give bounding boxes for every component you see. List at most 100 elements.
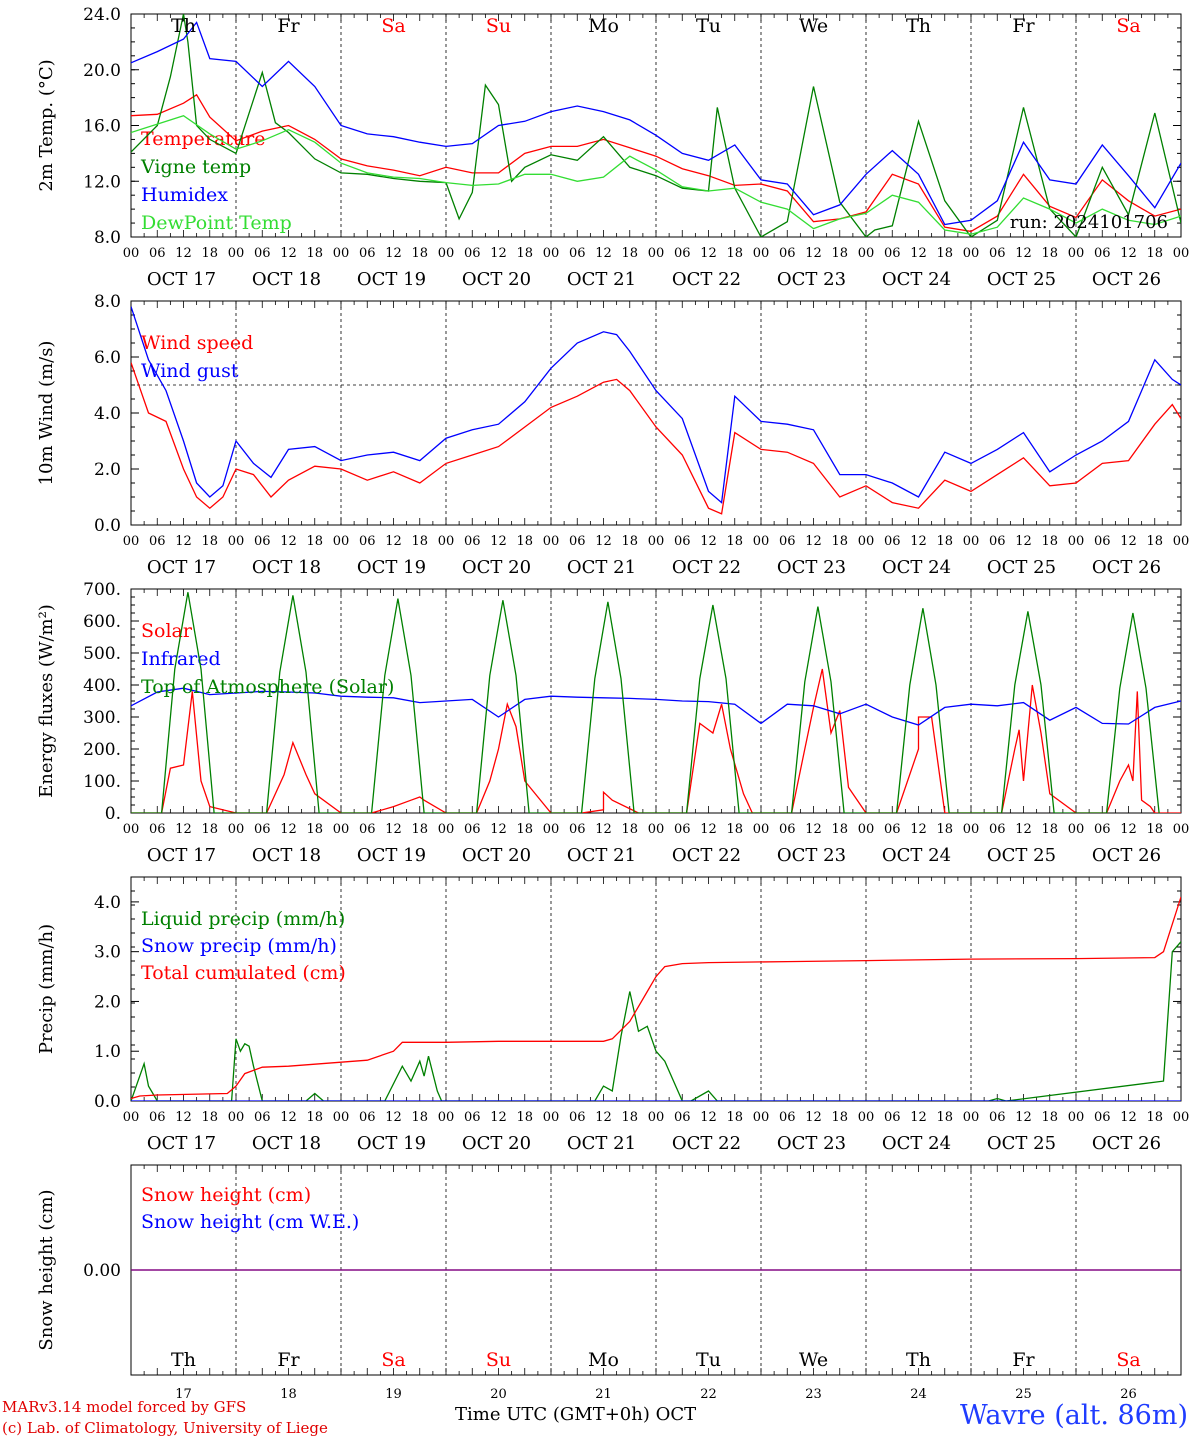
hour-tick-label: 12 xyxy=(175,246,192,261)
hour-tick-label: 06 xyxy=(254,822,271,837)
y-tick-label: 12.0 xyxy=(83,172,121,192)
hour-tick-label: 06 xyxy=(254,1110,271,1125)
day-number-label: 21 xyxy=(595,1387,612,1402)
hour-tick-label: 18 xyxy=(306,1110,323,1125)
y-tick-label: 500. xyxy=(83,644,121,664)
hour-tick-label: 00 xyxy=(753,534,770,549)
hour-tick-label: 18 xyxy=(1146,1110,1163,1125)
day-number-label: 22 xyxy=(700,1387,717,1402)
weekday-label: Tu xyxy=(696,15,721,37)
hour-tick-label: 00 xyxy=(123,822,140,837)
hour-tick-label: 00 xyxy=(438,534,455,549)
day-number-label: 17 xyxy=(175,1387,192,1402)
date-label: OCT 22 xyxy=(672,1133,741,1154)
hour-tick-label: 12 xyxy=(700,822,717,837)
hour-tick-label: 06 xyxy=(674,822,691,837)
series-line-wind-speed xyxy=(131,362,1181,515)
hour-tick-label: 12 xyxy=(280,534,297,549)
hour-tick-label: 06 xyxy=(674,1110,691,1125)
date-label: OCT 18 xyxy=(252,1133,321,1154)
weekday-label: Sa xyxy=(381,15,405,37)
date-label: OCT 21 xyxy=(567,557,636,578)
legend-entry: Temperature xyxy=(141,128,265,150)
hour-tick-label: 18 xyxy=(411,1110,428,1125)
hour-tick-label: 00 xyxy=(1068,534,1085,549)
day-number-label: 19 xyxy=(385,1387,402,1402)
date-label: OCT 20 xyxy=(462,845,531,866)
date-label: OCT 22 xyxy=(672,845,741,866)
hour-tick-label: 06 xyxy=(989,534,1006,549)
hour-tick-label: 06 xyxy=(149,1110,166,1125)
y-tick-label: 6.0 xyxy=(94,348,121,368)
y-axis-label: 10m Wind (m/s) xyxy=(36,341,57,486)
series-line-liquid-precip-mm-h- xyxy=(131,941,1181,1101)
day-number-label: 26 xyxy=(1120,1387,1137,1402)
run-label: run: 2024101706 xyxy=(1010,212,1168,233)
legend-entry: Snow precip (mm/h) xyxy=(141,935,337,957)
hour-tick-label: 00 xyxy=(333,246,350,261)
hour-tick-label: 00 xyxy=(228,534,245,549)
hour-tick-label: 18 xyxy=(201,1110,218,1125)
hour-tick-label: 06 xyxy=(1094,1110,1111,1125)
date-label: OCT 19 xyxy=(357,269,426,290)
hour-tick-label: 06 xyxy=(884,1110,901,1125)
hour-tick-label: 18 xyxy=(516,534,533,549)
plot-frame xyxy=(130,300,1182,526)
hour-tick-label: 00 xyxy=(963,534,980,549)
date-label: OCT 23 xyxy=(777,845,846,866)
hour-tick-label: 00 xyxy=(858,534,875,549)
date-label: OCT 20 xyxy=(462,557,531,578)
day-number-label: 18 xyxy=(280,1387,297,1402)
y-axis-label: 2m Temp. (°C) xyxy=(36,59,57,191)
hour-tick-label: 18 xyxy=(201,822,218,837)
hour-tick-label: 12 xyxy=(385,1110,402,1125)
date-label: OCT 19 xyxy=(357,845,426,866)
y-tick-label: 200. xyxy=(83,740,121,760)
hour-tick-label: 06 xyxy=(254,246,271,261)
series-line-humidex xyxy=(131,21,1181,226)
hour-tick-label: 00 xyxy=(963,246,980,261)
weekday-label: Su xyxy=(486,15,511,37)
weekday-label: Sa xyxy=(1116,15,1140,37)
hour-tick-label: 06 xyxy=(464,246,481,261)
series-line-solar xyxy=(131,668,1181,813)
hour-tick-label: 18 xyxy=(936,822,953,837)
y-tick-label: 0.00 xyxy=(83,1261,121,1281)
weekday-label: Th xyxy=(171,1349,196,1371)
hour-tick-label: 00 xyxy=(648,1110,665,1125)
day-number-label: 24 xyxy=(910,1387,927,1402)
day-number-label: 20 xyxy=(490,1387,507,1402)
date-label: OCT 24 xyxy=(882,557,951,578)
hour-tick-label: 18 xyxy=(201,246,218,261)
hour-tick-label: 18 xyxy=(621,1110,638,1125)
hour-tick-label: 18 xyxy=(411,534,428,549)
y-axis-label: Precip (mm/h) xyxy=(36,924,57,1054)
date-label: OCT 24 xyxy=(882,845,951,866)
legend-entry: Wind speed xyxy=(141,332,253,354)
hour-tick-label: 06 xyxy=(149,822,166,837)
panel-2: 0.0 2.0 4.0 6.0 8.0 10m Wind (m/s) Wind speed W… xyxy=(36,292,1189,578)
series-line-dewpoint-temp xyxy=(131,114,1181,235)
hour-tick-label: 18 xyxy=(1041,822,1058,837)
hour-tick-label: 18 xyxy=(1146,822,1163,837)
hour-tick-label: 06 xyxy=(989,822,1006,837)
hour-tick-label: 06 xyxy=(884,246,901,261)
hour-tick-label: 00 xyxy=(1068,246,1085,261)
hour-tick-label: 06 xyxy=(359,1110,376,1125)
hour-tick-label: 12 xyxy=(490,822,507,837)
hour-tick-label: 06 xyxy=(254,534,271,549)
y-tick-label: 4.0 xyxy=(94,404,121,424)
date-label: OCT 20 xyxy=(462,269,531,290)
hour-tick-label: 12 xyxy=(175,822,192,837)
hour-tick-label: 12 xyxy=(1015,246,1032,261)
hour-tick-label: 12 xyxy=(1015,534,1032,549)
date-label: OCT 21 xyxy=(567,269,636,290)
y-axis-label: Snow height (cm) xyxy=(36,1189,57,1350)
hour-tick-label: 12 xyxy=(490,534,507,549)
series-line-vigne-temp xyxy=(131,14,1181,237)
hour-tick-label: 12 xyxy=(280,822,297,837)
hour-tick-label: 00 xyxy=(1173,1110,1190,1125)
y-tick-label: 24.0 xyxy=(83,5,121,25)
hour-tick-label: 18 xyxy=(936,1110,953,1125)
y-tick-label: 4.0 xyxy=(94,893,121,913)
